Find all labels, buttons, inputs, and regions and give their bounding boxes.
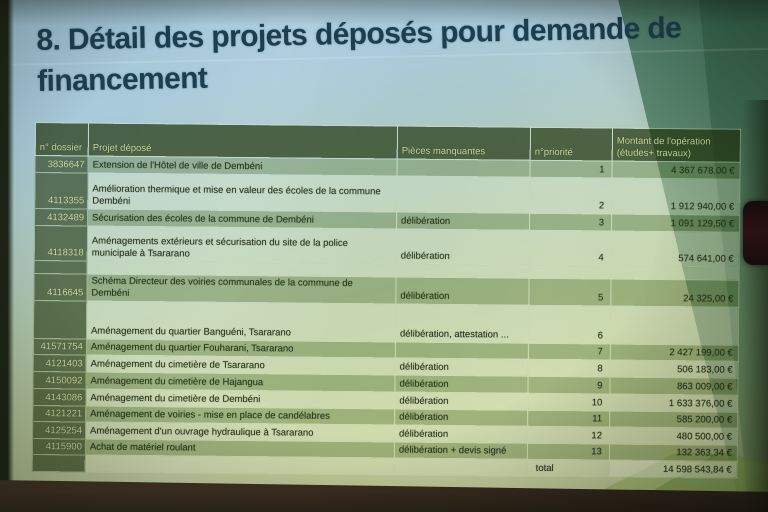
cell-pieces: délibération: [394, 424, 528, 444]
projects-table: n° dossier Projet déposé Pièces manquant…: [32, 122, 741, 479]
cell-projet: Aménagement du quartier Banguéni, Tsarar…: [86, 301, 396, 342]
cell-priorite: 6: [528, 305, 611, 345]
cell-priorite: 13: [527, 443, 610, 461]
cell-montant: 1 091 129,50 €: [611, 214, 740, 233]
cell-dossier: 4132489: [34, 208, 88, 227]
cell-dossier: 41571754: [33, 338, 87, 356]
cell-priorite: 9: [527, 376, 611, 395]
cell-priorite: 7: [528, 343, 611, 361]
cell-priorite: 2: [529, 177, 612, 215]
cell-pieces: [396, 158, 531, 178]
column-header-projet: Projet déposé: [88, 123, 398, 159]
cell-pieces: délibération + devis signé: [394, 441, 528, 460]
cell-pieces: délibération: [395, 357, 529, 377]
cell-montant: 506 183,00 €: [610, 360, 739, 379]
cell-montant: 574 641,00 €: [611, 231, 740, 268]
cell-pieces: [395, 341, 529, 360]
slide-title-line1: 8. Détail des projets déposés pour deman…: [36, 11, 682, 57]
cell-dossier: 4115900: [32, 438, 86, 455]
cell-priorite: 10: [527, 393, 610, 412]
column-header-priorite: n°priorité: [530, 127, 613, 162]
column-header-montant: Montant de l'opération (études+ travaux): [612, 128, 741, 163]
cell-pieces: délibération, attestation ...: [395, 303, 529, 344]
column-header-pieces: Pièces manquantes: [397, 125, 531, 161]
cell-montant: 480 500,00 €: [609, 427, 738, 446]
cell-projet: Aménagements extérieurs et sécurisation …: [87, 226, 397, 264]
cell-montant: 24 325,00 €: [610, 279, 740, 308]
total-pieces-cell: [394, 457, 528, 477]
slide-title: 8. Détail des projets déposés pour deman…: [36, 7, 727, 102]
cell-pieces: délibération: [394, 374, 529, 394]
cell-priorite: 12: [527, 426, 610, 445]
cell-montant: 4 367 678,00 €: [611, 161, 741, 180]
cell-dossier: 4116645: [33, 273, 88, 302]
cell-priorite: 5: [528, 278, 612, 307]
cell-dossier: 4121221: [32, 405, 86, 422]
spacer-cell: [529, 265, 612, 280]
cell-montant: 1 633 376,00 €: [609, 394, 738, 413]
wall-mounted-object: [743, 201, 768, 265]
cell-pieces: [396, 175, 530, 214]
column-header-dossier: n° dossier: [35, 122, 89, 157]
cell-montant: [610, 306, 739, 346]
cell-montant: 1 912 940,00 €: [611, 178, 740, 216]
cell-projet: Schéma Directeur des voiries communales …: [86, 274, 397, 304]
cell-pieces: délibération: [395, 276, 530, 306]
spacer-cell: [611, 266, 740, 281]
cell-pieces: délibération: [396, 211, 530, 231]
total-label: total: [527, 459, 610, 478]
cell-priorite: 11: [527, 410, 610, 428]
cell-priorite: 3: [529, 213, 612, 232]
cell-montant: 585 200,00 €: [609, 411, 738, 429]
total-dossier-cell: [32, 454, 86, 472]
photo-left-dark-edge: [0, 0, 14, 512]
cell-dossier: 4150092: [32, 371, 87, 390]
cell-priorite: 8: [528, 359, 611, 378]
total-projet-cell: [85, 454, 395, 475]
cell-pieces: délibération: [396, 228, 530, 266]
total-amount: 14 598 543,84 €: [609, 460, 738, 479]
cell-dossier: 4121403: [33, 354, 87, 373]
cell-montant: 132 363,34 €: [609, 444, 738, 462]
cell-dossier: 4125254: [32, 421, 86, 439]
cell-pieces: délibération: [394, 391, 528, 411]
cell-priorite: 4: [529, 230, 612, 267]
cell-projet: Amélioration thermique et mise en valeur…: [87, 173, 397, 212]
cell-pieces: délibération: [394, 408, 528, 427]
spacer-cell: [396, 263, 530, 279]
spacer-cell: [34, 260, 88, 275]
cell-priorite: 1: [529, 160, 613, 179]
cell-montant: 2 427 199,00 €: [610, 344, 739, 362]
cell-dossier: 4118318: [34, 225, 88, 262]
cell-dossier: 4113355: [34, 172, 89, 210]
table-body: 3836647 Extension de l'Hôtel de ville de …: [32, 155, 741, 462]
cell-dossier: 3836647: [35, 155, 89, 174]
cell-montant: 863 009,00 €: [609, 377, 739, 396]
photo-right-dark-edge: [742, 100, 768, 512]
cell-dossier: [33, 300, 87, 340]
cell-dossier: 4143086: [32, 388, 86, 407]
slide-title-line2: financement: [36, 61, 208, 98]
